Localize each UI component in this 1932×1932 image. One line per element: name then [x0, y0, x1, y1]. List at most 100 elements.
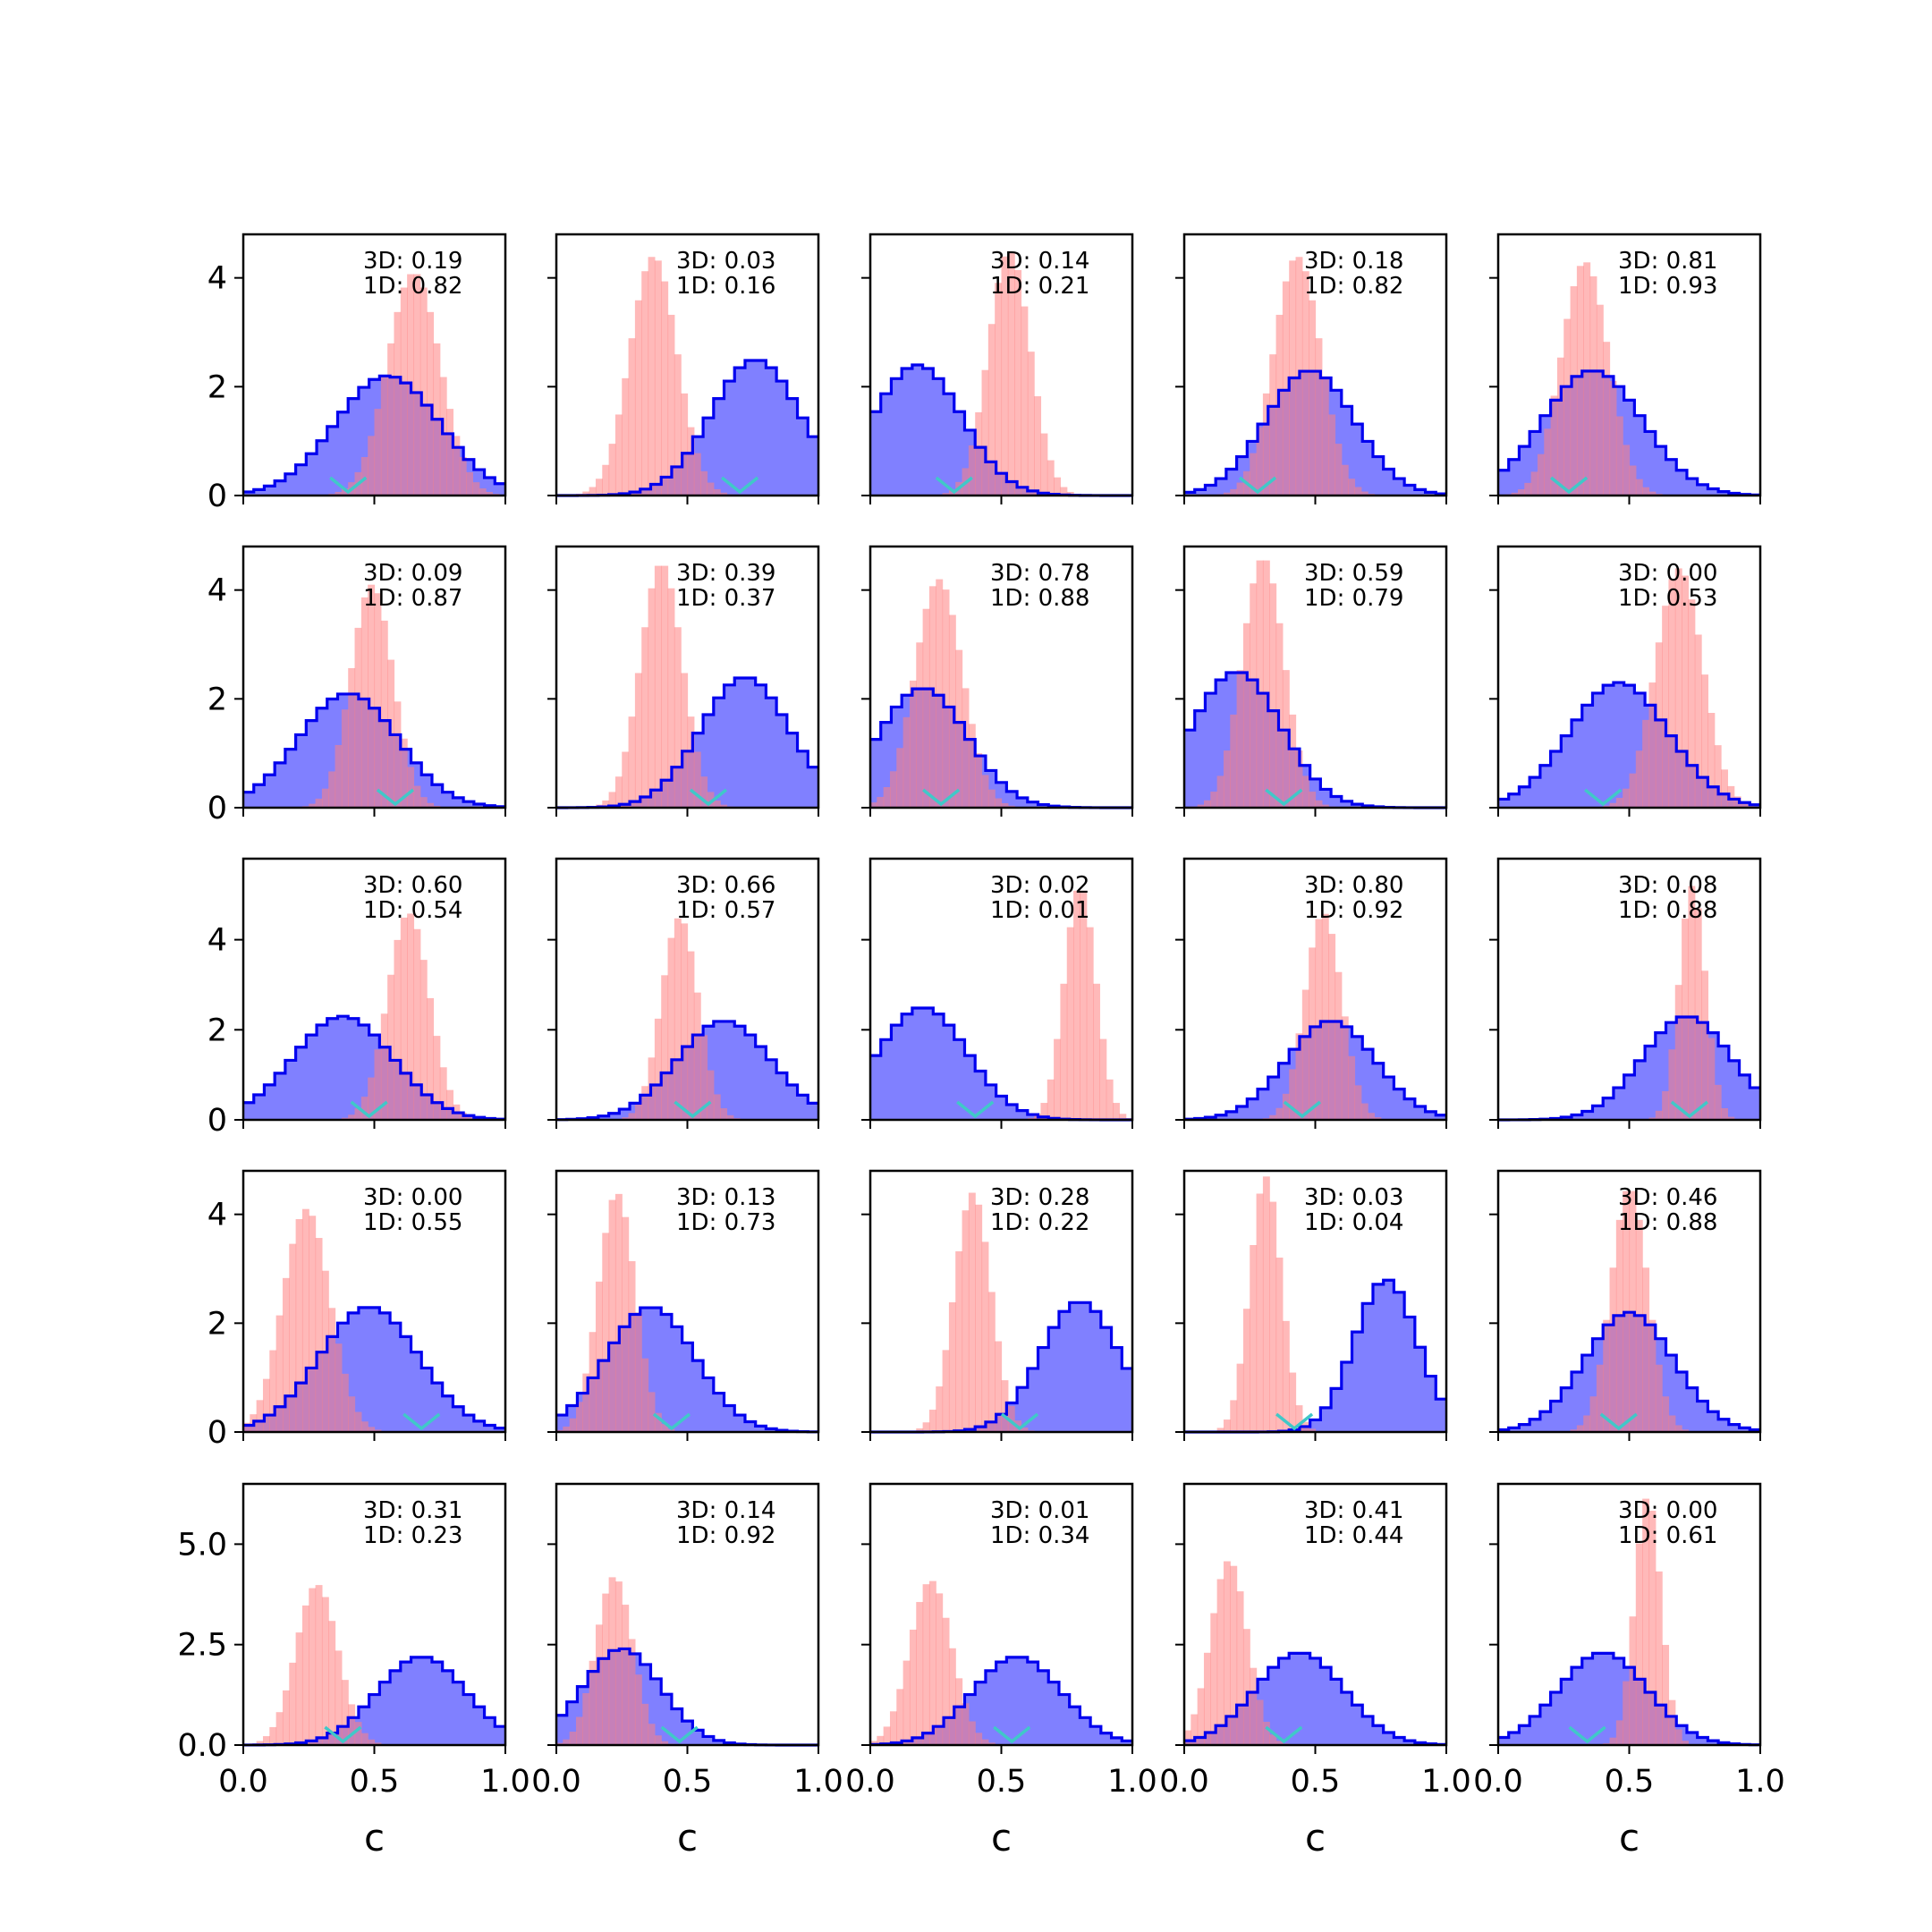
hist-1d-bar — [328, 1308, 336, 1432]
x-axis-label: c — [677, 1816, 698, 1860]
hist-1d-bar — [628, 1639, 636, 1745]
hist-1d-bar — [634, 1103, 642, 1120]
y-tick-label: 4 — [208, 923, 227, 959]
hist-1d-bar — [667, 1428, 675, 1432]
hist-1d-bar — [1368, 1113, 1376, 1120]
hist-1d-bar — [661, 281, 669, 496]
hist-1d-bar — [1609, 1267, 1617, 1432]
label-1d: 1D: 0.04 — [1304, 1209, 1403, 1236]
x-tick-label: 1.0 — [793, 1764, 843, 1800]
hist-1d-bar — [1216, 775, 1224, 808]
hist-1d-bar — [1648, 1511, 1657, 1745]
hist-1d-bar — [374, 1429, 382, 1432]
hist-1d-bar — [394, 311, 402, 496]
hist-1d-bar — [720, 804, 728, 808]
hist-1d-bar — [243, 1422, 250, 1432]
label-1d: 1D: 0.34 — [990, 1522, 1089, 1549]
hist-1d-bar — [987, 789, 996, 808]
hist-1d-bar — [995, 283, 1003, 496]
hist-1d-bar — [341, 709, 349, 808]
label-1d: 1D: 0.92 — [1304, 897, 1403, 924]
hist-3d-outline — [1498, 681, 1760, 807]
label-1d: 1D: 0.92 — [676, 1522, 775, 1549]
y-tick-label: 2 — [208, 369, 227, 405]
hist-1d-bar — [427, 802, 435, 808]
hist-1d-bar — [1576, 266, 1584, 496]
hist-1d-bar — [602, 800, 610, 808]
hist-1d-bar — [720, 1108, 728, 1120]
hist-1d-bar — [1236, 482, 1244, 496]
hist-1d-bar — [608, 792, 616, 808]
hist-1d-bar — [1615, 1219, 1623, 1432]
hist-1d-bar — [928, 1410, 936, 1432]
hist-1d-bar — [453, 436, 461, 496]
hist-1d-bar — [354, 1411, 362, 1432]
hist-3d-fill — [870, 1657, 1132, 1745]
label-1d: 1D: 0.79 — [1304, 585, 1403, 612]
hist-1d-bar — [413, 274, 421, 496]
hist-3d-fill — [870, 1008, 1132, 1120]
hist-1d-bar — [1674, 985, 1682, 1120]
hist-1d-bar — [262, 1736, 270, 1745]
hist-1d-bar — [700, 776, 708, 808]
hist-1d-bar — [321, 788, 329, 808]
hist-1d-bar — [648, 1392, 656, 1432]
hist-1d-bar — [589, 487, 597, 496]
x-axis-label: c — [1305, 1816, 1326, 1860]
hist-1d-bar — [628, 338, 636, 496]
hist-1d-bar — [877, 1735, 885, 1745]
hist-1d-bar — [707, 792, 715, 808]
hist-1d-bar — [1629, 465, 1637, 496]
hist-1d-bar — [948, 1648, 956, 1745]
hist-1d-bar — [1603, 342, 1611, 496]
x-tick-label: 0.0 — [1473, 1764, 1523, 1800]
hist-1d-bar — [1046, 460, 1055, 496]
hist-1d-bar — [328, 771, 336, 808]
hist-1d-bar — [1301, 989, 1309, 1120]
hist-1d-bar — [942, 1350, 950, 1432]
hist-1d-bar — [1721, 769, 1728, 808]
hist-1d-bar — [1113, 1103, 1120, 1120]
hist-1d-bar — [1662, 606, 1670, 808]
hist-1d-bar — [928, 1580, 936, 1745]
y-tick-label: 0 — [208, 479, 227, 514]
hist-1d-bar — [687, 716, 695, 808]
hist-1d-bar — [1629, 773, 1637, 808]
hist-1d-bar — [394, 701, 402, 808]
hist-1d-bar — [262, 1378, 270, 1432]
hist-1d-bar — [1682, 1741, 1690, 1745]
hist-1d-bar — [575, 1402, 583, 1432]
hist-1d-bar — [1021, 1427, 1029, 1432]
hist-1d-bar — [634, 673, 642, 808]
marker-v — [1275, 1412, 1314, 1431]
y-tick-label: 2 — [208, 682, 227, 717]
hist-1d-bar — [654, 1018, 662, 1120]
hist-1d-bar — [955, 649, 963, 808]
hist-1d-bar — [1216, 1428, 1224, 1432]
hist-1d-bar — [870, 802, 877, 808]
x-axis-label: c — [991, 1816, 1012, 1860]
label-1d: 1D: 0.22 — [990, 1209, 1089, 1236]
hist-1d-bar — [955, 1250, 963, 1432]
marker-v — [993, 1725, 1031, 1744]
hist-1d-bar — [1242, 1629, 1250, 1745]
hist-1d-bar — [368, 584, 376, 808]
hist-1d-bar — [1256, 427, 1264, 496]
label-3d: 3D: 0.09 — [363, 560, 462, 587]
hist-1d-bar — [289, 1662, 297, 1745]
hist-1d-bar — [1642, 719, 1650, 808]
label-3d: 3D: 0.39 — [676, 560, 775, 587]
hist-1d-bar — [1648, 682, 1657, 808]
hist-1d-bar — [1282, 1093, 1290, 1120]
hist-1d-bar — [922, 608, 930, 808]
hist-1d-bar — [681, 673, 689, 808]
hist-1d-bar — [1615, 416, 1623, 496]
hist-1d-bar — [1623, 788, 1631, 808]
marker-v — [935, 476, 973, 495]
hist-1d-bar — [889, 1711, 897, 1745]
hist-1d-bar — [1747, 805, 1755, 808]
hist-1d-bar — [909, 1629, 917, 1745]
